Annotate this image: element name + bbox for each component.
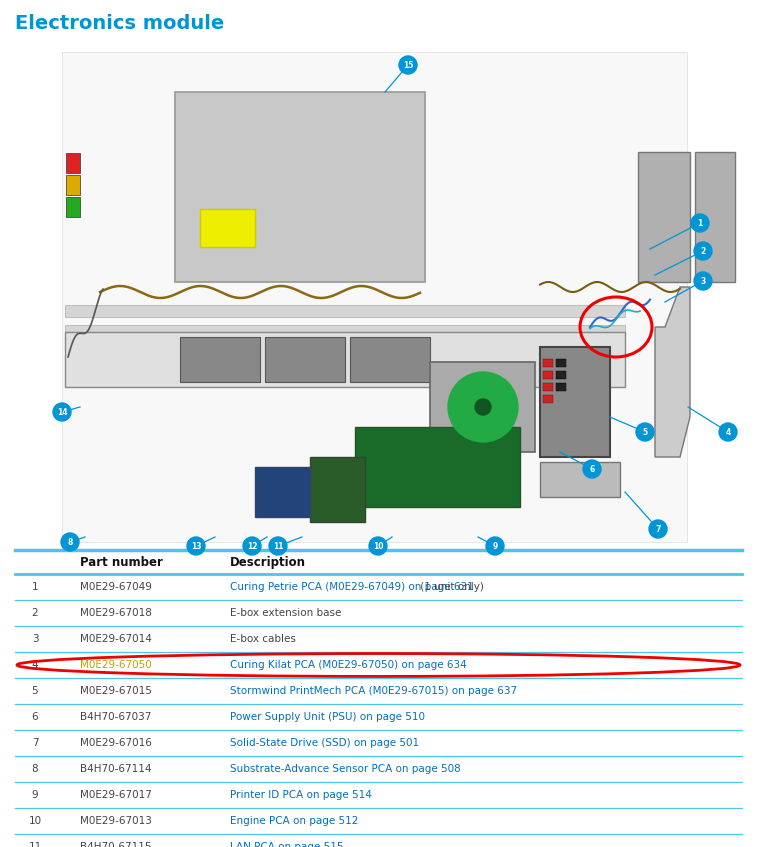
Circle shape bbox=[399, 56, 417, 74]
Bar bbox=[66, 175, 80, 195]
Bar bbox=[540, 462, 620, 497]
Text: 6: 6 bbox=[32, 712, 39, 722]
Polygon shape bbox=[655, 287, 690, 457]
Circle shape bbox=[486, 537, 504, 555]
Circle shape bbox=[448, 372, 518, 442]
Bar bbox=[350, 337, 430, 382]
Bar bbox=[638, 152, 690, 282]
Text: 2: 2 bbox=[700, 246, 706, 256]
Text: 10: 10 bbox=[372, 541, 383, 551]
Bar bbox=[430, 362, 535, 452]
Circle shape bbox=[269, 537, 287, 555]
Text: 4: 4 bbox=[32, 660, 39, 670]
Text: Substrate-Advance Sensor PCA on page 508: Substrate-Advance Sensor PCA on page 508 bbox=[230, 764, 461, 774]
Text: 5: 5 bbox=[32, 686, 39, 696]
Bar bbox=[65, 305, 625, 317]
Circle shape bbox=[691, 214, 709, 232]
Text: 8: 8 bbox=[32, 764, 39, 774]
Circle shape bbox=[61, 533, 79, 551]
Circle shape bbox=[694, 242, 712, 260]
Text: Stormwind PrintMech PCA (M0E29-67015) on page 637: Stormwind PrintMech PCA (M0E29-67015) on… bbox=[230, 686, 517, 696]
Circle shape bbox=[53, 403, 71, 421]
FancyBboxPatch shape bbox=[310, 457, 365, 522]
Text: Curing Petrie PCA (M0E29-67049) on page 631: Curing Petrie PCA (M0E29-67049) on page … bbox=[230, 582, 474, 592]
FancyBboxPatch shape bbox=[355, 427, 520, 507]
Text: 3: 3 bbox=[32, 634, 39, 644]
Text: M0E29-67013: M0E29-67013 bbox=[80, 816, 152, 826]
Circle shape bbox=[243, 537, 261, 555]
Text: 7: 7 bbox=[32, 738, 39, 748]
Bar bbox=[695, 152, 735, 282]
Text: 5: 5 bbox=[643, 428, 647, 436]
Text: Part number: Part number bbox=[80, 556, 163, 569]
Text: Description: Description bbox=[230, 556, 306, 569]
Text: M0E29-67017: M0E29-67017 bbox=[80, 790, 152, 800]
Text: 9: 9 bbox=[492, 541, 497, 551]
Text: B4H70-67114: B4H70-67114 bbox=[80, 764, 151, 774]
Text: B4H70-67037: B4H70-67037 bbox=[80, 712, 151, 722]
Text: 14: 14 bbox=[57, 407, 67, 417]
Text: 15: 15 bbox=[403, 60, 413, 69]
Circle shape bbox=[636, 423, 654, 441]
Text: 8: 8 bbox=[67, 538, 73, 546]
Text: 7: 7 bbox=[656, 524, 661, 534]
Bar bbox=[200, 209, 255, 247]
Text: E-box extension base: E-box extension base bbox=[230, 608, 341, 618]
Bar bbox=[180, 337, 260, 382]
Circle shape bbox=[369, 537, 387, 555]
Bar bbox=[65, 345, 625, 357]
FancyBboxPatch shape bbox=[255, 467, 310, 517]
Bar bbox=[66, 153, 80, 173]
Circle shape bbox=[475, 399, 491, 415]
Text: M0E29-67015: M0E29-67015 bbox=[80, 686, 152, 696]
FancyBboxPatch shape bbox=[175, 92, 425, 282]
Bar bbox=[65, 332, 625, 387]
Bar bbox=[543, 371, 553, 379]
Bar bbox=[556, 371, 566, 379]
Text: 2: 2 bbox=[32, 608, 39, 618]
Text: M0E29-67014: M0E29-67014 bbox=[80, 634, 152, 644]
Bar bbox=[66, 197, 80, 217]
Bar bbox=[65, 325, 625, 337]
Text: 3: 3 bbox=[700, 276, 706, 285]
Text: Printer ID PCA on page 514: Printer ID PCA on page 514 bbox=[230, 790, 372, 800]
Circle shape bbox=[719, 423, 737, 441]
Text: (1 unit only): (1 unit only) bbox=[417, 582, 484, 592]
Text: 12: 12 bbox=[247, 541, 257, 551]
Text: B4H70-67115: B4H70-67115 bbox=[80, 842, 151, 847]
Bar bbox=[543, 383, 553, 391]
Text: 10: 10 bbox=[29, 816, 42, 826]
Bar bbox=[265, 337, 345, 382]
Text: Solid-State Drive (SSD) on page 501: Solid-State Drive (SSD) on page 501 bbox=[230, 738, 419, 748]
Text: 4: 4 bbox=[725, 428, 731, 436]
Text: 6: 6 bbox=[590, 464, 595, 473]
Text: LAN PCA on page 515: LAN PCA on page 515 bbox=[230, 842, 344, 847]
Text: 11: 11 bbox=[28, 842, 42, 847]
Bar bbox=[15, 37, 742, 547]
Text: Electronics module: Electronics module bbox=[15, 14, 224, 33]
Circle shape bbox=[583, 460, 601, 478]
Bar bbox=[62, 52, 687, 542]
Text: M0E29-67049: M0E29-67049 bbox=[80, 582, 152, 592]
Bar bbox=[543, 395, 553, 403]
Text: 9: 9 bbox=[32, 790, 39, 800]
Text: Curing Kilat PCA (M0E29-67050) on page 634: Curing Kilat PCA (M0E29-67050) on page 6… bbox=[230, 660, 467, 670]
Text: Power Supply Unit (PSU) on page 510: Power Supply Unit (PSU) on page 510 bbox=[230, 712, 425, 722]
Bar bbox=[556, 383, 566, 391]
Text: M0E29-67018: M0E29-67018 bbox=[80, 608, 152, 618]
Circle shape bbox=[187, 537, 205, 555]
Circle shape bbox=[694, 272, 712, 290]
Bar bbox=[556, 359, 566, 367]
Text: E-box cables: E-box cables bbox=[230, 634, 296, 644]
Bar bbox=[543, 359, 553, 367]
Bar bbox=[540, 347, 610, 457]
Text: 1: 1 bbox=[697, 219, 702, 228]
Text: 11: 11 bbox=[273, 541, 283, 551]
Text: 13: 13 bbox=[191, 541, 201, 551]
Text: M0E29-67016: M0E29-67016 bbox=[80, 738, 152, 748]
Text: Engine PCA on page 512: Engine PCA on page 512 bbox=[230, 816, 358, 826]
Circle shape bbox=[649, 520, 667, 538]
Text: M0E29-67050: M0E29-67050 bbox=[80, 660, 151, 670]
Text: 1: 1 bbox=[32, 582, 39, 592]
